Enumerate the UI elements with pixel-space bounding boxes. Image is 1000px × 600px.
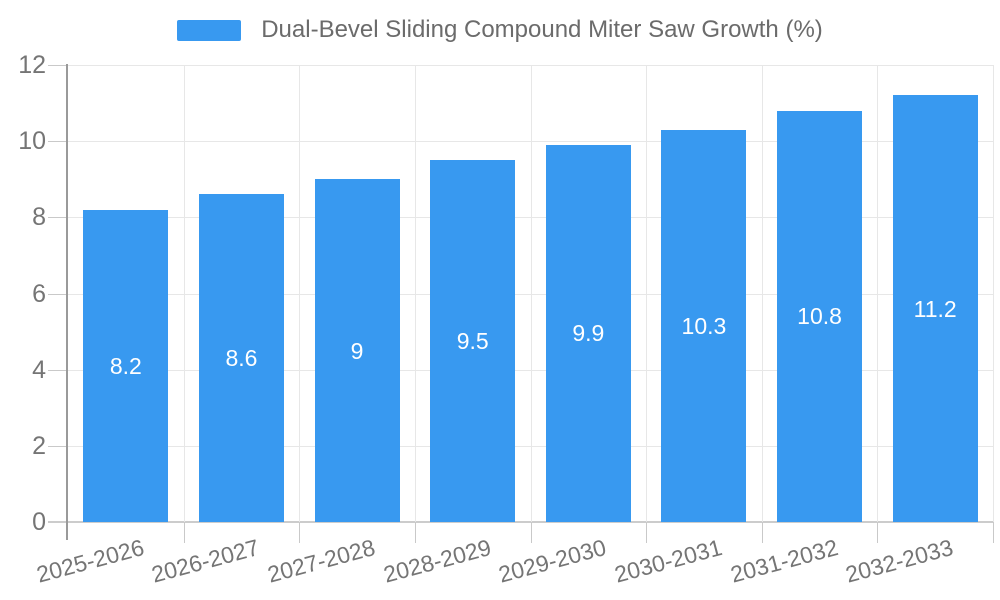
y-axis-tick-label: 8 [32, 203, 46, 232]
bar[interactable] [314, 179, 400, 522]
x-tick-mark [183, 522, 185, 543]
bar[interactable] [777, 110, 863, 522]
bar-value-label: 10.3 [681, 312, 727, 339]
bar[interactable] [892, 95, 978, 522]
x-gridline [299, 65, 301, 522]
y-axis-tick-label: 0 [32, 508, 46, 536]
bar-value-label: 9.9 [572, 320, 605, 347]
x-gridline [877, 65, 879, 522]
x-gridline [414, 65, 416, 522]
bar[interactable] [83, 209, 169, 522]
bar-value-label: 9.5 [456, 328, 489, 355]
x-tick-mark [414, 522, 416, 543]
x-tick-mark [530, 522, 532, 543]
bar-value-label: 8.6 [225, 345, 258, 372]
bar[interactable] [430, 160, 516, 522]
y-tick-mark [48, 293, 68, 295]
y-tick-mark [48, 369, 68, 371]
bar[interactable] [198, 194, 284, 522]
bar-value-label: 9 [350, 337, 364, 364]
bar[interactable] [661, 129, 747, 522]
legend[interactable]: Dual-Bevel Sliding Compound Miter Saw Gr… [0, 16, 1000, 44]
x-gridline [761, 65, 763, 522]
x-tick-mark [646, 522, 648, 543]
y-axis-line [66, 64, 68, 540]
y-axis-tick-label: 6 [32, 279, 46, 308]
y-axis-tick-label: 12 [18, 51, 46, 79]
bar-value-label: 10.8 [797, 303, 842, 330]
chart-title: Dual-Bevel Sliding Compound Miter Saw Gr… [261, 16, 823, 43]
x-tick-mark [761, 522, 763, 543]
bar[interactable] [545, 144, 631, 522]
y-tick-mark [48, 445, 68, 447]
y-tick-mark [48, 65, 68, 66]
x-gridline [530, 65, 532, 522]
x-gridline [183, 65, 185, 522]
x-tick-mark [993, 522, 994, 543]
legend-swatch-icon [177, 19, 242, 41]
bar-value-label: 8.2 [109, 352, 142, 379]
y-axis-tick-label: 2 [32, 431, 46, 460]
x-axis-baseline [48, 521, 993, 523]
y-axis-tick-label: 4 [32, 355, 46, 384]
y-tick-mark [48, 141, 68, 143]
x-tick-mark [299, 522, 301, 543]
x-gridline [993, 65, 994, 522]
y-tick-mark [48, 217, 68, 219]
bar-value-label: 11.2 [913, 295, 957, 322]
y-axis-tick-label: 10 [18, 127, 46, 156]
x-gridline [646, 65, 648, 522]
x-tick-mark [877, 522, 879, 543]
